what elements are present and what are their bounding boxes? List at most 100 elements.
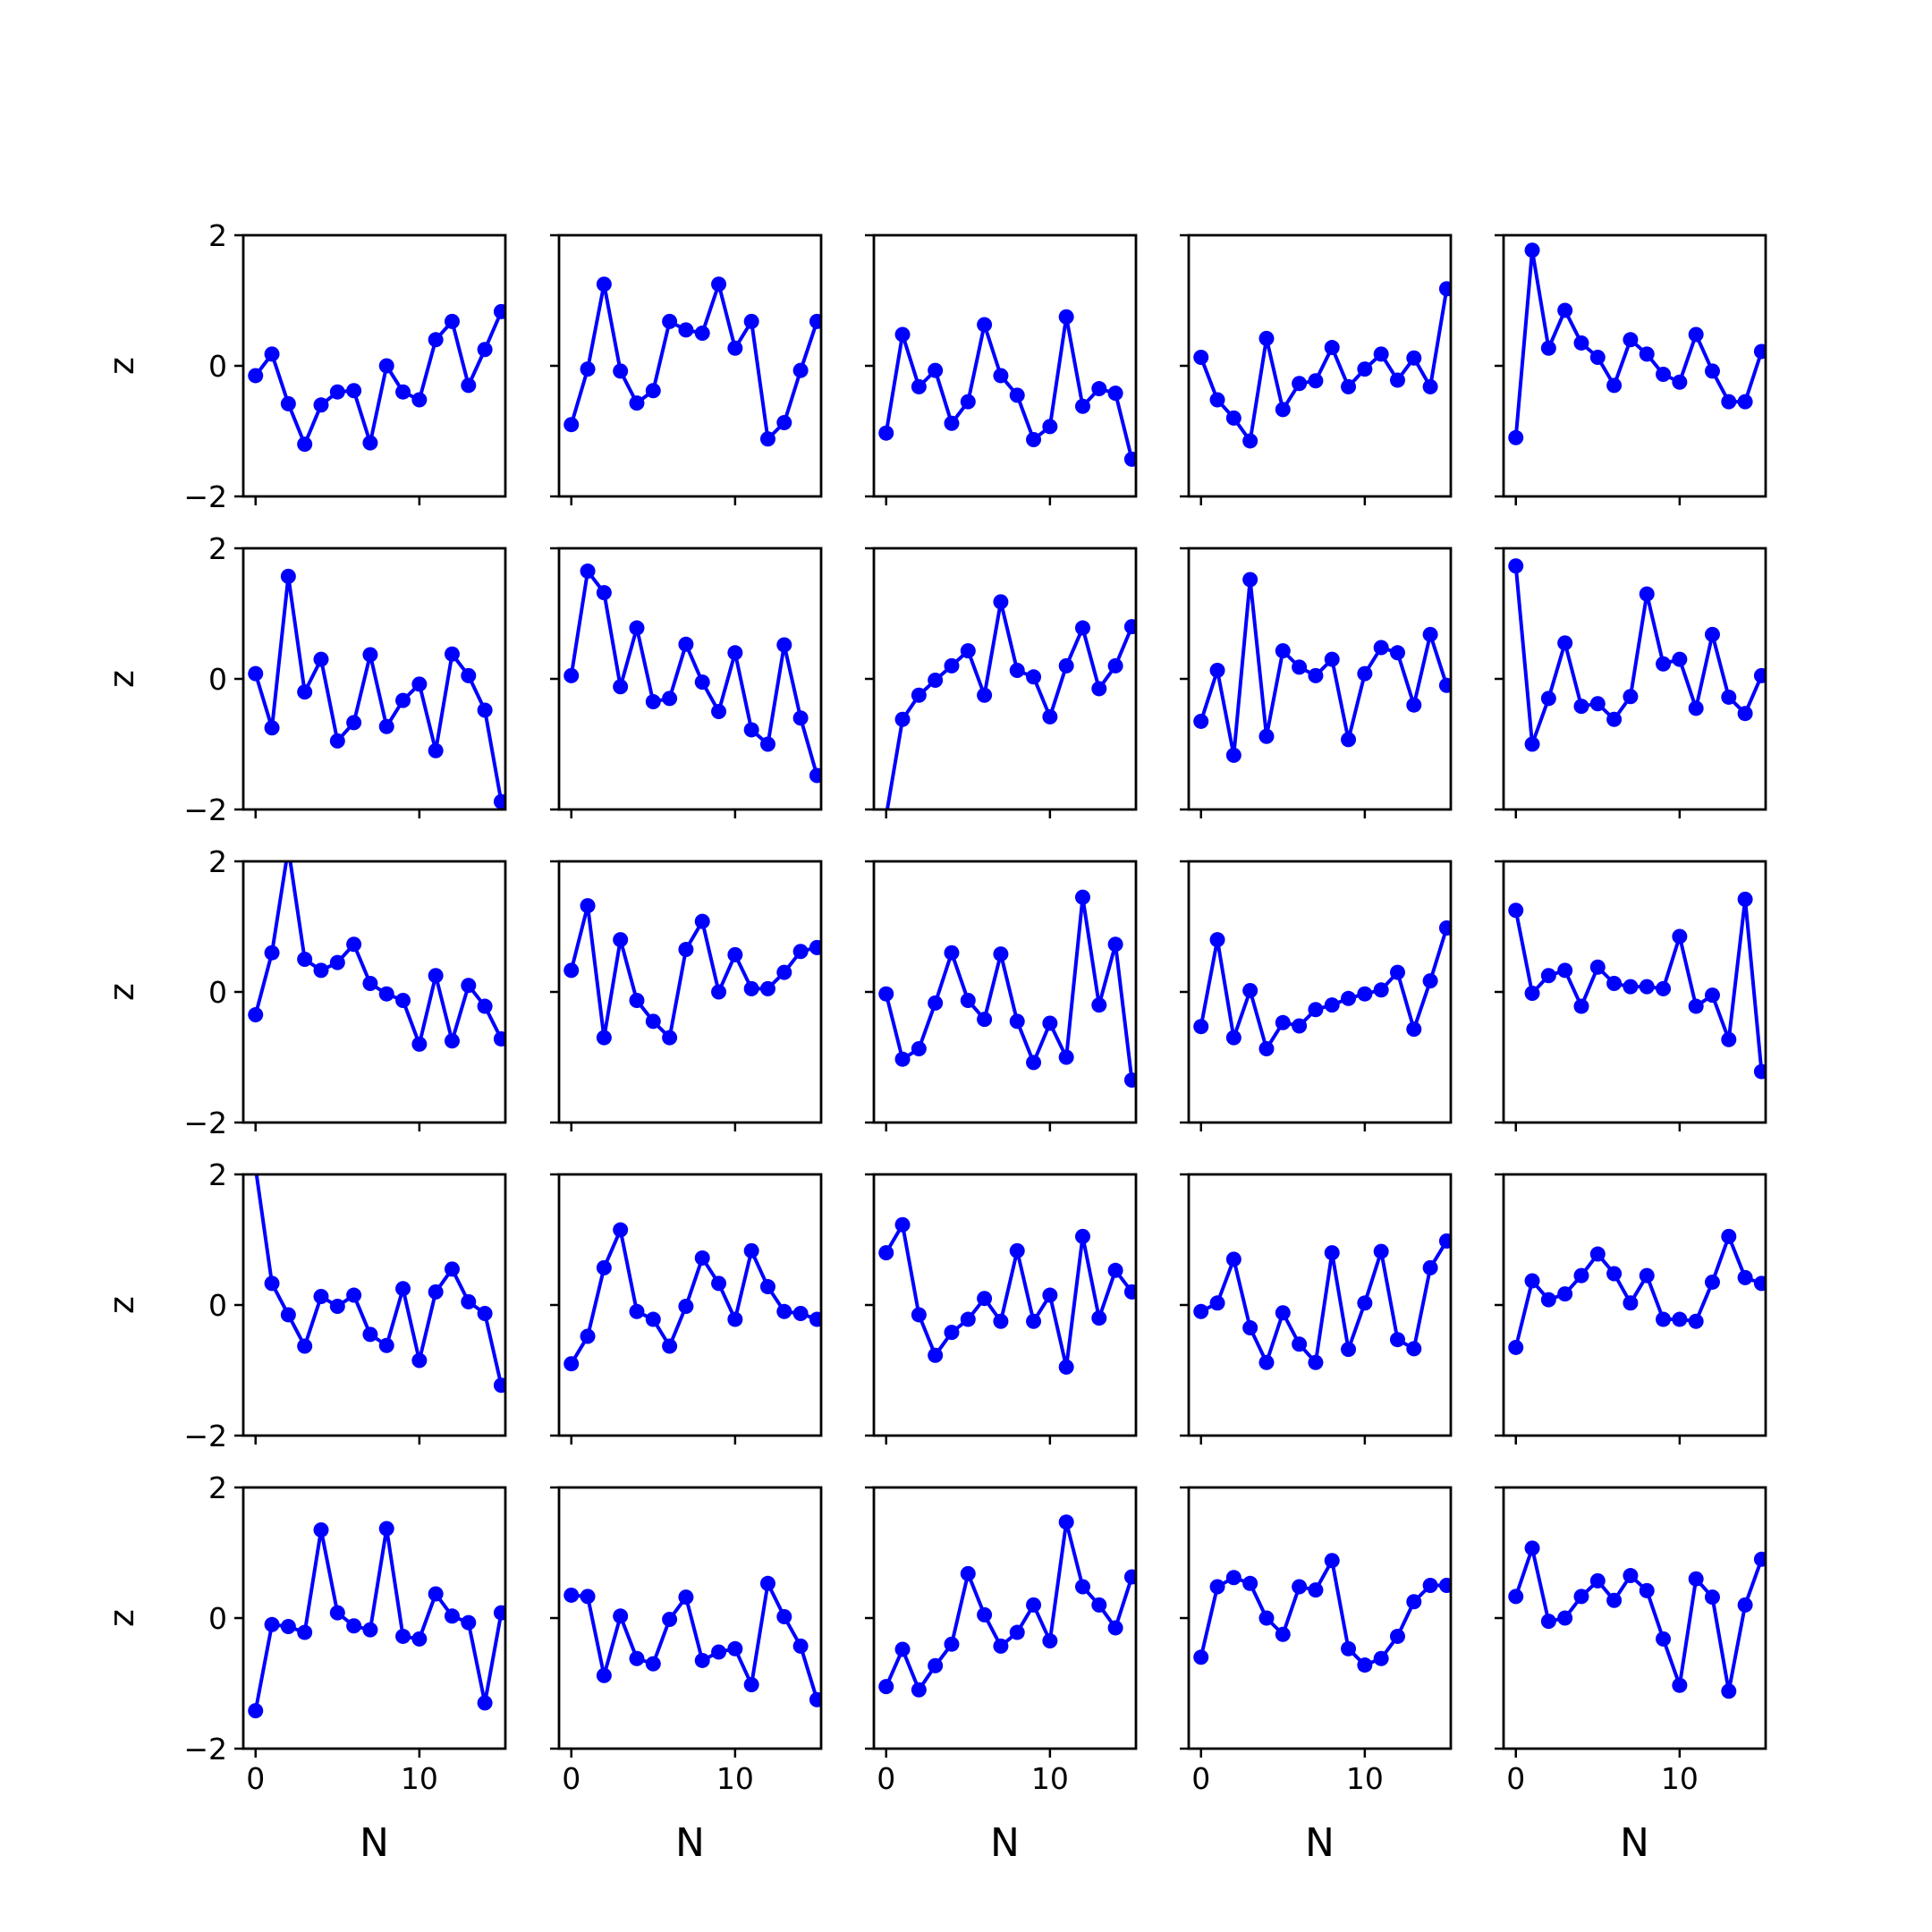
data-point [977,1606,993,1623]
data-point [894,1641,911,1657]
data-point [297,952,313,967]
subplot-r5-c4: 0 10 N [1180,1486,1453,1866]
data-point [1639,346,1655,362]
data-point [1540,340,1556,356]
data-point [580,898,596,914]
data-point [1258,1041,1275,1057]
data-point [1225,1251,1241,1267]
data-point [727,1311,743,1327]
data-point [329,1605,345,1621]
data-point [1623,1295,1639,1311]
data-point [313,1289,329,1305]
data-point [977,1291,993,1307]
data-point [1422,1578,1438,1593]
data-point [1009,663,1025,679]
data-point [1091,1597,1107,1613]
data-point [477,702,493,718]
data-point [329,733,345,749]
series-line [569,569,819,776]
data-point [264,720,280,736]
data-point [1058,657,1074,674]
x-axis-label: N [360,1820,389,1866]
x-axis-label: N [990,1820,1020,1866]
data-point [1026,1313,1042,1329]
data-point [792,944,809,960]
data-point [477,1305,493,1321]
data-point [1737,891,1753,907]
data-point [678,1589,694,1606]
data-point [1074,398,1090,414]
data-point [1242,572,1258,588]
data-point [1009,1013,1025,1030]
subplot-r1-c2 [550,233,823,505]
data-point [993,368,1009,384]
data-point [1524,985,1540,1001]
data-point [1091,381,1107,397]
data-point [1573,699,1589,715]
data-point [1324,1245,1340,1261]
data-point [743,722,759,738]
data-point [960,1565,976,1581]
data-point [297,436,313,453]
x-tick-label: 0 [562,1761,580,1796]
data-point [248,1703,264,1719]
data-point [1209,392,1225,408]
data-point [1373,1243,1389,1259]
data-point [928,672,944,688]
data-point [977,1012,993,1028]
series-line [1199,1558,1447,1667]
data-point [1589,1246,1606,1262]
subplot-r4-c2 [550,1173,823,1445]
data-point [1623,689,1639,705]
data-point [1324,340,1340,356]
data-point [493,1605,505,1621]
y-tick-label: −2 [183,792,227,827]
data-point [809,767,821,784]
series-group [248,568,505,809]
data-point [1193,1303,1209,1319]
data-point [461,667,477,683]
data-point [1753,1063,1766,1080]
series-line [884,1520,1134,1692]
data-point [1009,387,1025,403]
series-group [564,1575,821,1707]
data-point [1721,689,1737,705]
y-axis-label: z [102,1609,141,1627]
data-point [1258,1610,1275,1626]
data-point [564,1587,580,1603]
data-point [944,657,960,674]
data-point [297,684,313,700]
series-group [1193,1233,1451,1370]
data-point [743,980,759,996]
data-point [1589,959,1606,975]
data-point [694,913,710,929]
data-point [362,976,378,992]
series-line [569,282,819,441]
data-point [694,674,710,691]
data-point [411,1352,428,1368]
data-point [395,1628,411,1644]
data-point [280,395,296,411]
data-point [1389,1332,1405,1348]
data-point [1540,1614,1556,1630]
data-point [1721,1031,1737,1047]
data-point [248,665,264,682]
data-point [1242,1320,1258,1336]
y-tick-label: 2 [208,218,227,253]
x-tick-label: 10 [1661,1761,1699,1796]
data-point [1357,665,1373,682]
series-line [884,315,1134,460]
data-point [662,1611,678,1627]
axes-frame [1187,1486,1453,1750]
data-point [894,326,911,343]
data-point [1704,626,1720,642]
series-line [253,574,504,802]
data-point [444,1261,460,1277]
data-point [280,1307,296,1323]
series-group [564,564,821,784]
data-point [1753,343,1766,360]
data-point [977,317,993,333]
subplot-r3-c4 [1180,860,1453,1131]
data-point [395,1281,411,1297]
